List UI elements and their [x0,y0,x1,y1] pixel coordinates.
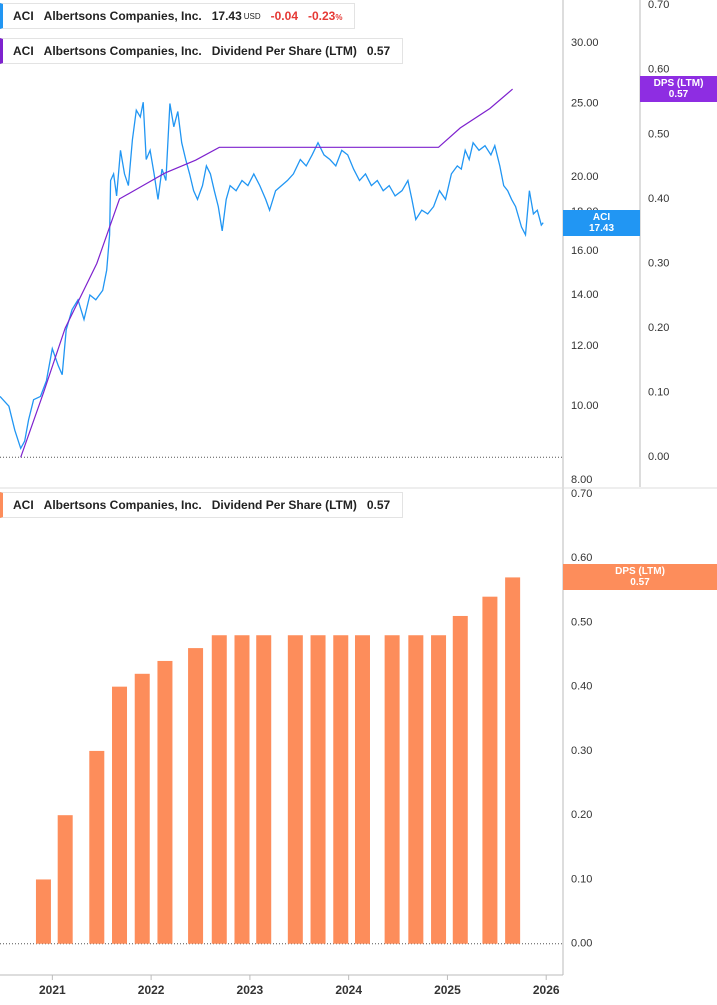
badge-text: DPS (LTM) [615,566,665,578]
change-pct-value: -0.23 [308,9,336,23]
bar [431,635,447,944]
legend-dps: ACI Albertsons Companies, Inc. Dividend … [0,38,404,64]
company: Albertsons Companies, Inc. [43,498,202,512]
y2-tick-label: 0.70 [648,0,669,11]
metric: Dividend Per Share (LTM) [211,498,357,512]
badge-text: 0.57 [630,577,650,589]
ticker: ACI [13,44,34,58]
pct-sign: % [335,13,343,22]
bar [452,615,468,944]
series-line [0,102,544,451]
y2-tick-label: 0.00 [648,451,669,463]
bar [287,635,303,944]
y-tick-label: 0.10 [571,873,592,885]
company: Albertsons Companies, Inc. [43,44,202,58]
badge-text: 0.57 [668,89,689,101]
series-line [20,88,513,458]
metric: Dividend Per Share (LTM) [211,44,357,58]
x-tick-label: 2023 [237,983,264,997]
y-tick-label: 0.60 [571,552,592,564]
company: Albertsons Companies, Inc. [43,9,202,23]
bar [211,635,227,944]
bar [256,635,272,944]
y2-tick-label: 0.40 [648,193,669,205]
bar [112,686,128,944]
y-tick-label: 30.00 [571,37,599,49]
y-tick-label: 0.40 [571,681,592,693]
last-value: 0.57 [366,44,391,58]
y-tick-label: 10.00 [571,400,599,412]
y-tick-label: 0.70 [571,488,592,500]
y2-tick-label: 0.30 [648,257,669,269]
bar [505,577,521,944]
y2-tick-label: 0.60 [648,64,669,76]
bar [408,635,424,944]
y-tick-label: 25.00 [571,97,599,109]
change-pct: -0.23% [308,9,342,23]
y-tick-label: 0.50 [571,616,592,628]
y-tick-label: 8.00 [571,474,592,486]
bar [234,635,250,944]
ticker: ACI [13,9,34,23]
bar [384,635,400,944]
bar [310,635,326,944]
axis-badge: ACI 17.43 [563,209,640,236]
change: -0.04 [270,9,298,23]
x-tick-label: 2025 [434,983,461,997]
last-value: 0.57 [366,498,391,512]
x-tick-label: 2022 [138,983,165,997]
y-tick-label: 16.00 [571,245,599,257]
bar [354,635,370,944]
y-tick-label: 0.30 [571,745,592,757]
badge-text: 17.43 [588,222,615,234]
bar [157,660,173,944]
badge-text: ACI [592,211,611,223]
bar [134,673,150,944]
badge-text: DPS (LTM) [653,78,704,90]
x-tick-label: 2024 [335,983,362,997]
y-tick-label: 14.00 [571,289,599,301]
bar [35,879,51,944]
axis-badge: DPS (LTM) 0.57 [563,564,717,591]
bar [333,635,349,944]
axis-badge: DPS (LTM) 0.57 [640,76,717,103]
y-tick-label: 12.00 [571,340,599,352]
currency: USD [243,11,261,21]
x-tick-label: 2026 [533,983,560,997]
ticker: ACI [13,498,34,512]
bar [57,815,73,944]
bar [482,596,498,944]
legend-dps-bars: ACI Albertsons Companies, Inc. Dividend … [0,492,404,518]
x-tick-label: 2021 [39,983,66,997]
y-tick-label: 20.00 [571,171,599,183]
legend-price: ACI Albertsons Companies, Inc. 17.43 USD… [0,3,356,29]
y2-tick-label: 0.10 [648,387,669,399]
y-tick-label: 0.20 [571,809,592,821]
y2-tick-label: 0.20 [648,322,669,334]
y2-tick-label: 0.50 [648,128,669,140]
y-tick-label: 0.00 [571,938,592,950]
bar [89,750,105,944]
bar [188,648,204,944]
last-price: 17.43 [211,9,242,23]
